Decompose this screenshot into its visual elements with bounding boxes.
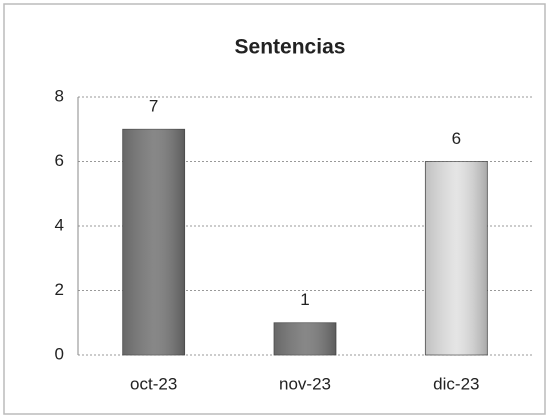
- chart-title: Sentencias: [235, 36, 346, 59]
- bar-shade: [425, 161, 488, 355]
- data-label: 1: [300, 290, 309, 309]
- x-tick-label: nov-23: [279, 374, 331, 393]
- y-tick-label: 8: [55, 86, 64, 105]
- data-label: 6: [452, 129, 461, 148]
- data-label: 7: [149, 97, 158, 116]
- x-tick-label: oct-23: [130, 374, 177, 393]
- y-tick-label: 2: [55, 280, 64, 299]
- bar-shade: [274, 322, 336, 355]
- y-tick-label: 4: [55, 215, 64, 234]
- bar-shade: [122, 129, 185, 355]
- y-tick-label: 0: [55, 344, 64, 363]
- y-tick-label: 6: [55, 151, 64, 170]
- x-tick-label: dic-23: [433, 374, 479, 393]
